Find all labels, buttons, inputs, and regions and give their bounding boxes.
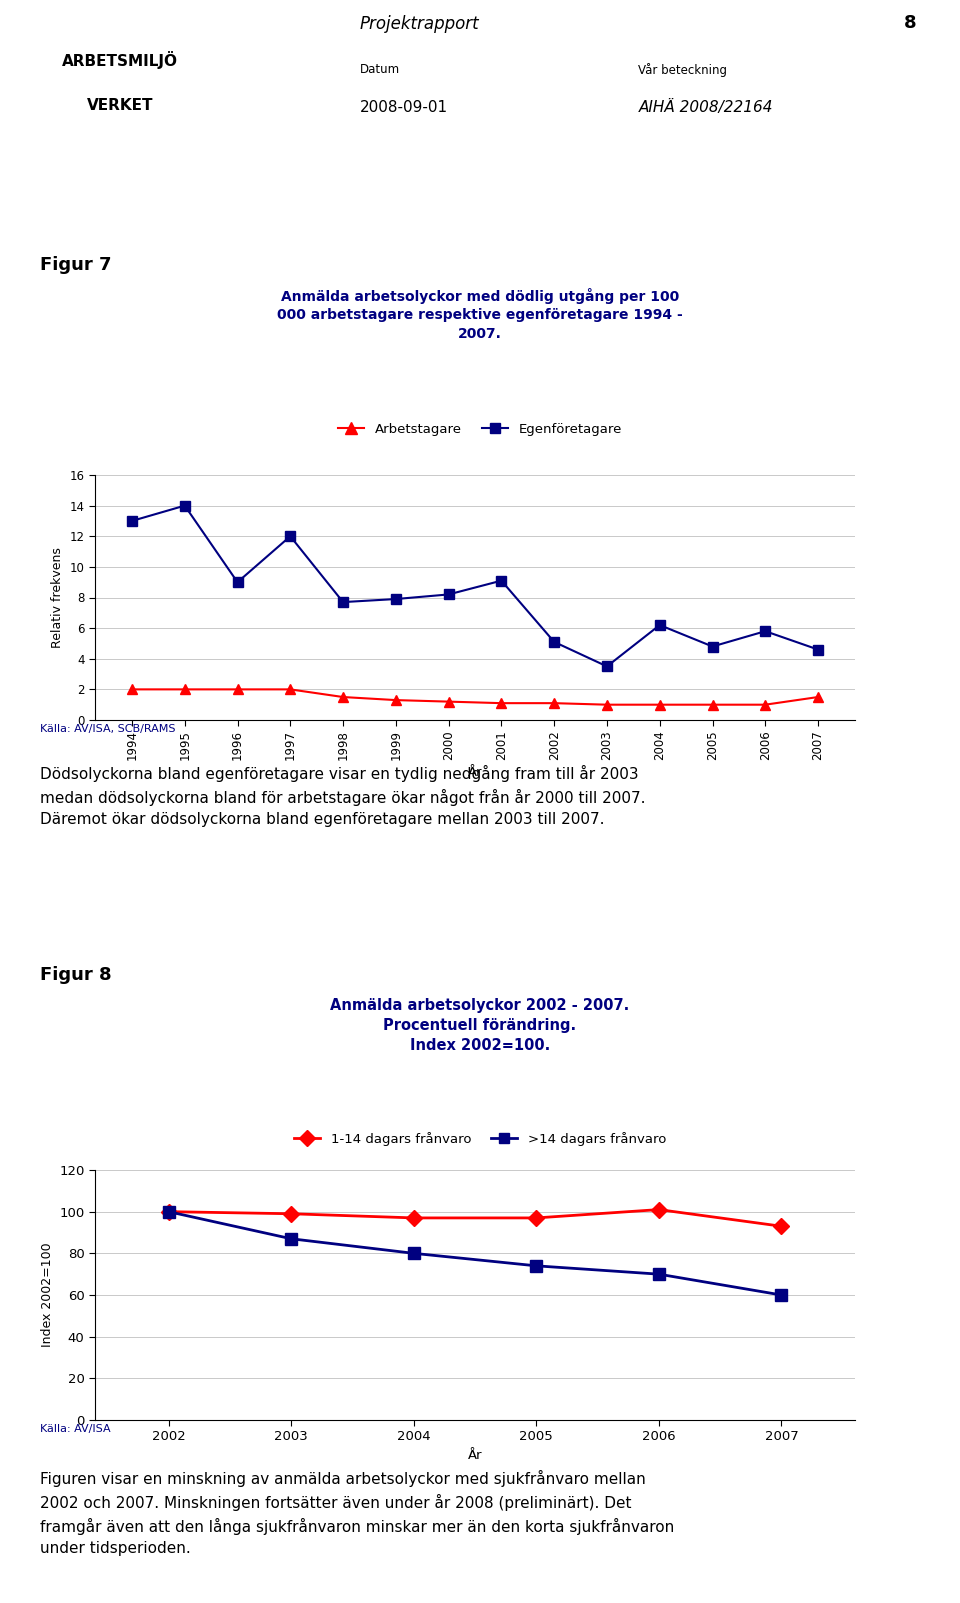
Legend: Arbetstagare, Egenföretagare: Arbetstagare, Egenföretagare <box>333 417 627 441</box>
Text: Källa: AV/ISA, SCB/RAMS: Källa: AV/ISA, SCB/RAMS <box>40 725 176 734</box>
Text: Figur 7: Figur 7 <box>40 256 111 274</box>
Y-axis label: Index 2002=100: Index 2002=100 <box>40 1242 54 1347</box>
Text: Källa: AV/ISA: Källa: AV/ISA <box>40 1423 110 1435</box>
Text: ARBETSMILJÖ: ARBETSMILJÖ <box>62 51 178 69</box>
Y-axis label: Relativ frekvens: Relativ frekvens <box>51 547 64 648</box>
Text: 8: 8 <box>903 13 916 32</box>
Text: Anmälda arbetsolyckor med dödlig utgång per 100
000 arbetstagare respektive egen: Anmälda arbetsolyckor med dödlig utgång … <box>277 289 683 341</box>
Text: 2008-09-01: 2008-09-01 <box>360 99 448 115</box>
Text: Dödsolyckorna bland egenföretagare visar en tydlig nedgång fram till år 2003
med: Dödsolyckorna bland egenföretagare visar… <box>40 765 645 827</box>
Text: Projektrapport: Projektrapport <box>360 14 480 34</box>
Text: Vår beteckning: Vår beteckning <box>638 63 728 77</box>
Text: AIHÄ 2008/22164: AIHÄ 2008/22164 <box>638 99 773 115</box>
Text: Figur 8: Figur 8 <box>40 967 111 984</box>
Text: Datum: Datum <box>360 63 400 75</box>
Text: VERKET: VERKET <box>86 98 154 112</box>
Text: Anmälda arbetsolyckor 2002 - 2007.
Procentuell förändring.
Index 2002=100.: Anmälda arbetsolyckor 2002 - 2007. Proce… <box>330 999 630 1053</box>
Legend: 1-14 dagars frånvaro, >14 dagars frånvaro: 1-14 dagars frånvaro, >14 dagars frånvar… <box>288 1127 672 1151</box>
X-axis label: År: År <box>468 1449 482 1462</box>
X-axis label: År: År <box>468 766 482 779</box>
Text: Figuren visar en minskning av anmälda arbetsolyckor med sjukfrånvaro mellan
2002: Figuren visar en minskning av anmälda ar… <box>40 1470 674 1557</box>
